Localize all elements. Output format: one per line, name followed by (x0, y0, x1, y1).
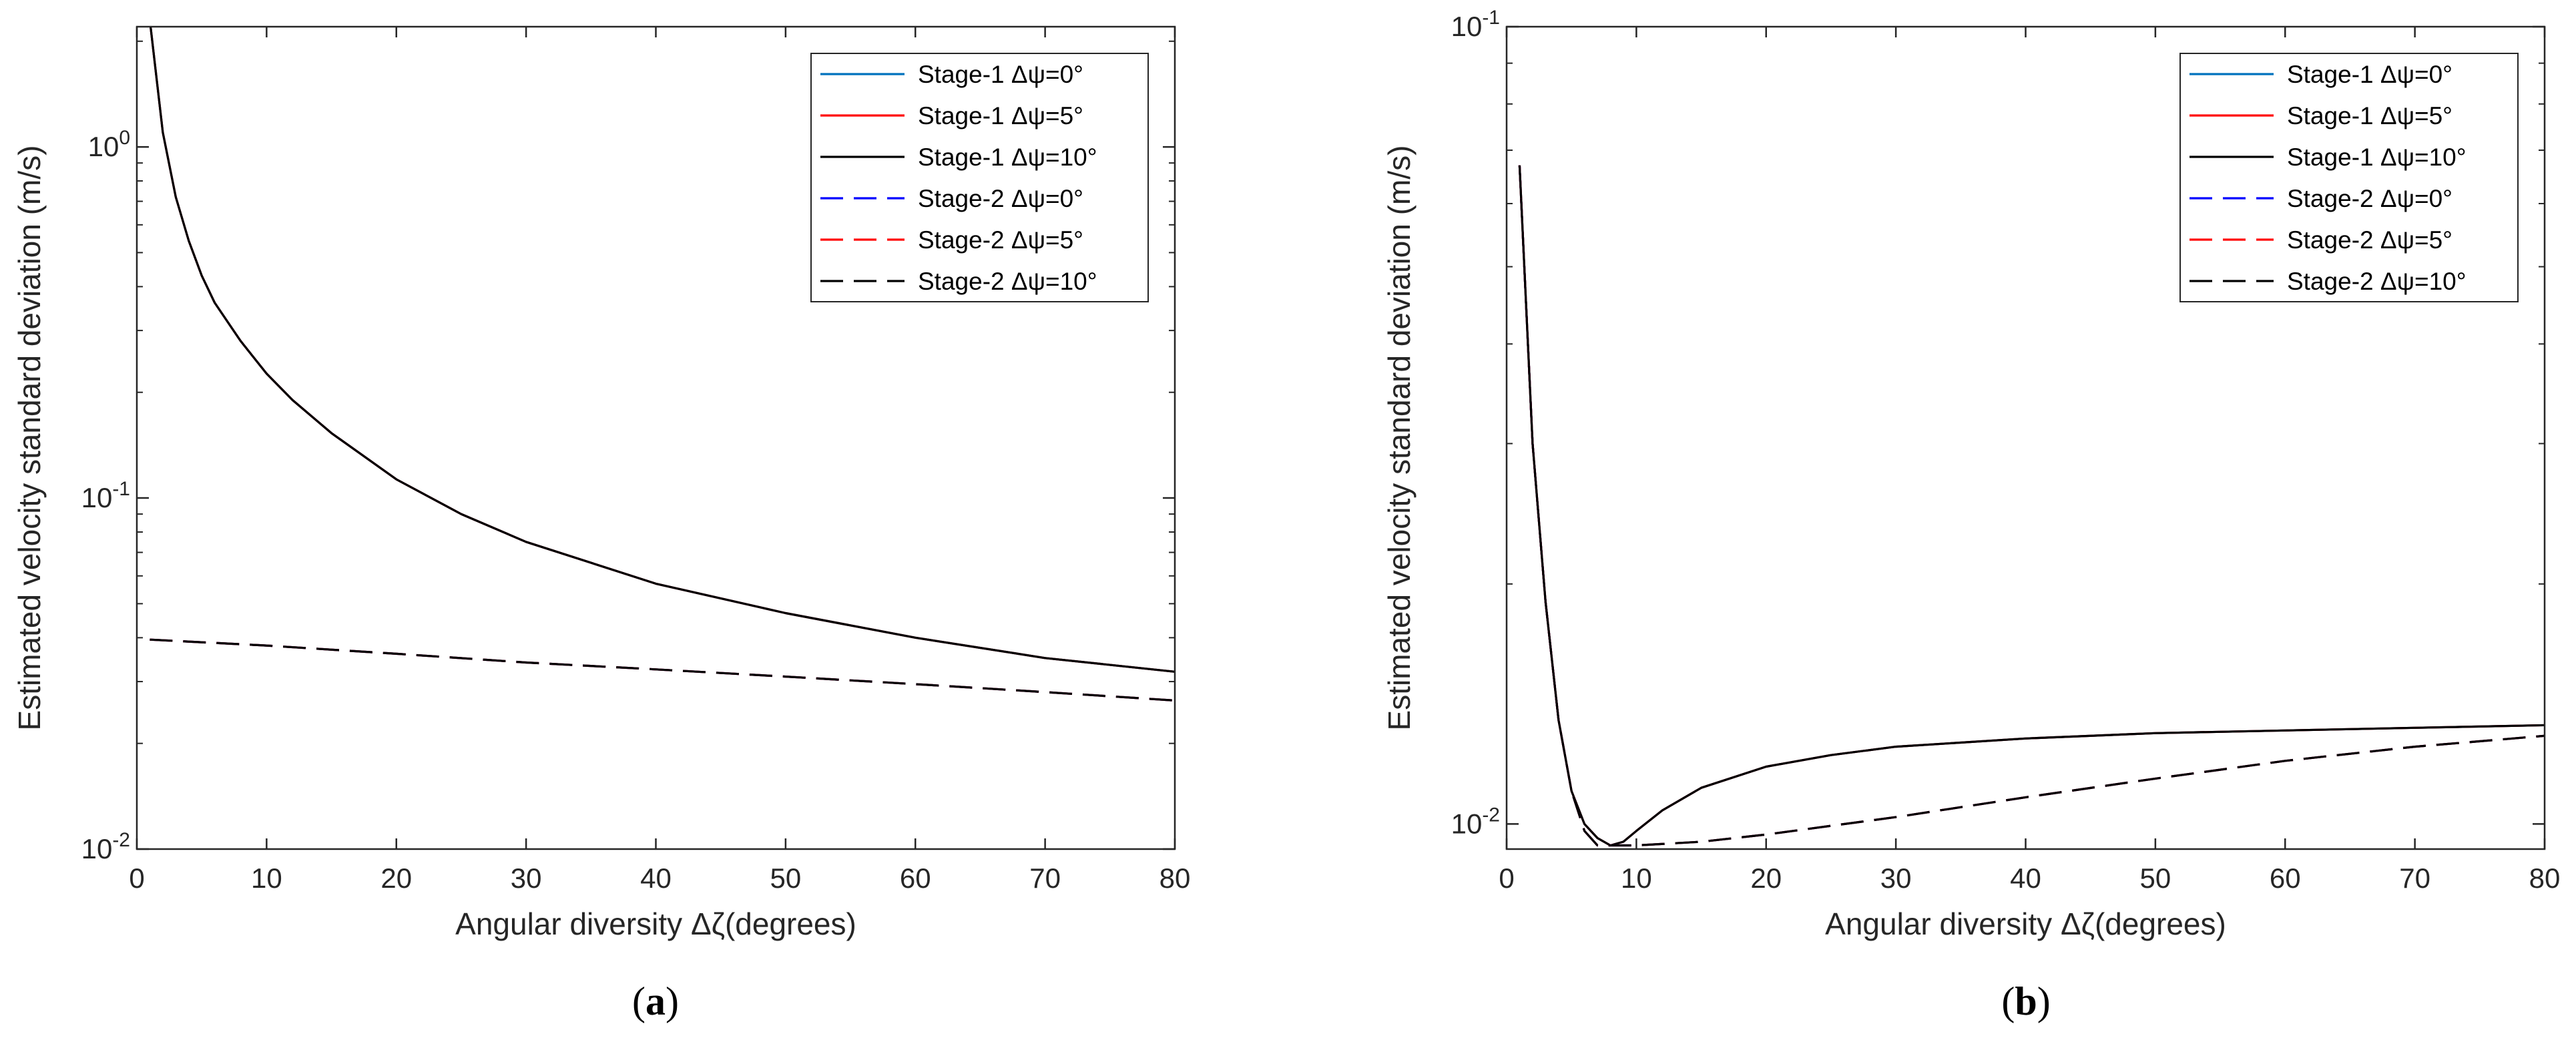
legend-entry-2: Stage-1 Δψ=5° (918, 102, 1083, 129)
series-line-6 (150, 638, 1175, 702)
x-tick-label: 60 (2270, 862, 2301, 894)
caption-paren-open: ( (632, 979, 646, 1023)
x-tick-label: 30 (511, 862, 542, 894)
x-tick-label: 10 (1621, 862, 1652, 894)
caption-letter: a (646, 979, 666, 1023)
y-tick-exponent: 0 (119, 127, 130, 149)
x-axis-label: Angular diversity Δζ(degrees) (455, 906, 856, 941)
y-tick-base: 10 (81, 482, 113, 513)
x-tick-label: 70 (2399, 862, 2430, 894)
y-tick-label: 10-1 (81, 478, 130, 513)
x-tick-label: 20 (380, 862, 412, 894)
caption-paren-open: ( (2001, 979, 2015, 1023)
legend: Stage-1 Δψ=0° Stage-1 Δψ=5° Stage-1 Δψ=10°… (2179, 53, 2519, 302)
y-tick-base: 10 (81, 833, 113, 864)
legend-entry-1: Stage-1 Δψ=0° (918, 61, 1083, 88)
x-tick-label: 40 (640, 862, 672, 894)
y-tick-label: 10-1 (1451, 7, 1500, 42)
y-axis-label: Estimated velocity standard deviation (m… (1382, 146, 1416, 731)
y-tick-label: 100 (88, 127, 130, 162)
caption-letter: b (2015, 979, 2037, 1023)
legend-entry-4: Stage-2 Δψ=0° (2287, 185, 2453, 212)
series-line-3 (149, 27, 1175, 673)
y-axis-label: Estimated velocity standard deviation (m… (12, 146, 47, 731)
panel-caption: (b) (2001, 979, 2050, 1023)
legend-entry-6: Stage-2 Δψ=10° (918, 268, 1097, 295)
panel-caption: (a) (632, 979, 679, 1023)
x-tick-label: 0 (1499, 862, 1514, 894)
caption-paren-close: ) (2037, 979, 2051, 1023)
legend-box (2179, 53, 2519, 302)
y-tick-label: 10-2 (81, 829, 130, 864)
x-tick-label: 30 (1880, 862, 1912, 894)
legend-entry-5: Stage-2 Δψ=5° (2287, 226, 2453, 254)
y-tick-label: 10-2 (1451, 804, 1500, 839)
x-tick-label: 20 (1750, 862, 1782, 894)
y-tick-exponent: -2 (112, 829, 130, 851)
series-lines (149, 27, 1175, 702)
legend-entry-3: Stage-1 Δψ=10° (918, 144, 1097, 171)
x-tick-label: 50 (770, 862, 802, 894)
legend: Stage-1 Δψ=0° Stage-1 Δψ=5° Stage-1 Δψ=10°… (810, 53, 1149, 302)
x-tick-label: 0 (129, 862, 144, 894)
legend-entry-6: Stage-2 Δψ=10° (2287, 268, 2467, 295)
x-tick-label: 50 (2140, 862, 2171, 894)
x-tick-label: 70 (1029, 862, 1061, 894)
x-tick-label: 10 (251, 862, 282, 894)
y-tick-base: 10 (1451, 11, 1483, 42)
legend-entry-2: Stage-1 Δψ=5° (2287, 102, 2453, 129)
x-axis-label: Angular diversity Δζ(degrees) (1825, 906, 2226, 941)
x-tick-label: 40 (2010, 862, 2041, 894)
y-tick-base: 10 (1451, 808, 1483, 839)
series-line-6 (1518, 165, 2545, 847)
caption-paren-close: ) (666, 979, 679, 1023)
legend-entry-4: Stage-2 Δψ=0° (918, 185, 1083, 212)
x-tick-label: 60 (900, 862, 931, 894)
y-tick-base: 10 (88, 131, 119, 162)
legend-box (810, 53, 1149, 302)
x-tick-label: 80 (1160, 862, 1191, 894)
y-tick-exponent: -1 (112, 478, 130, 500)
y-tick-exponent: -2 (1482, 804, 1500, 826)
legend-entry-1: Stage-1 Δψ=0° (2287, 61, 2453, 88)
legend-entry-5: Stage-2 Δψ=5° (918, 226, 1083, 254)
legend-entry-3: Stage-1 Δψ=10° (2287, 144, 2467, 171)
x-tick-label: 80 (2529, 862, 2561, 894)
series-lines (1518, 165, 2545, 847)
y-tick-exponent: -1 (1482, 7, 1500, 29)
